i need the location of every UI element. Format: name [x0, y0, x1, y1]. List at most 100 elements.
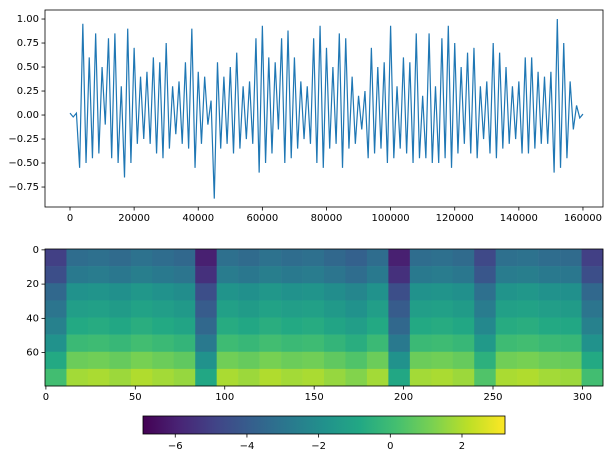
heatmap-cell [173, 249, 196, 267]
heatmap-cell [474, 266, 496, 284]
heatmap-cell [560, 283, 582, 301]
heatmap-cell [152, 351, 175, 370]
heatmap-cell [302, 283, 325, 301]
x-tick-label: 160000 [564, 213, 602, 224]
y-tick-label: 0.25 [17, 86, 39, 97]
heatmap-cell [345, 334, 368, 353]
heatmap-cell [87, 334, 110, 353]
heatmap-cell [195, 351, 217, 370]
heatmap-cell [324, 368, 346, 387]
heatmap-cell [66, 283, 89, 301]
heatmap-cell [130, 283, 153, 301]
heatmap-cell [452, 283, 475, 301]
y-tick-label: 0 [33, 245, 39, 256]
x-tick-label: 150 [305, 392, 324, 403]
heatmap-cell [87, 249, 110, 267]
heatmap-cell [152, 334, 175, 353]
heatmap-cell [281, 317, 303, 335]
heatmap-cell [409, 368, 432, 387]
heatmap-cell [152, 283, 175, 301]
heatmap-cell [45, 300, 67, 318]
heatmap-cell [259, 334, 282, 353]
heatmap-cell [474, 368, 496, 387]
heatmap-cell [560, 300, 582, 318]
heatmap-cell [259, 266, 282, 284]
heatmap-cell [324, 351, 346, 370]
heatmap-cell [130, 300, 153, 318]
y-tick-label: 0.75 [17, 38, 39, 49]
heatmap-cell [345, 300, 368, 318]
heatmap-cell [345, 351, 368, 370]
heatmap-cell [366, 368, 389, 387]
heatmap-cell [581, 283, 604, 301]
heatmap-cell [259, 283, 282, 301]
heatmap-cell [195, 317, 217, 335]
heatmap-cell [130, 317, 153, 335]
heatmap-cell [302, 249, 325, 267]
heatmap-cell [173, 300, 196, 318]
heatmap-cell [281, 368, 303, 387]
heatmap-cell [538, 249, 561, 267]
x-tick-label: 20000 [118, 213, 150, 224]
heatmap-cell [560, 249, 582, 267]
heatmap-cell [409, 317, 432, 335]
heatmap-cell [517, 317, 539, 335]
heatmap-cell [238, 266, 260, 284]
heatmap-cell [324, 283, 346, 301]
heatmap-cell [238, 300, 260, 318]
heatmap-cell [173, 368, 196, 387]
heatmap-cell [452, 351, 475, 370]
heatmap-cell [431, 300, 454, 318]
heatmap-cell [130, 249, 153, 267]
heatmap-cell [431, 266, 454, 284]
heatmap-cell [302, 334, 325, 353]
heatmap-cell [431, 334, 454, 353]
heatmap-cell [302, 300, 325, 318]
heatmap-cell [366, 283, 389, 301]
x-tick-label: 140000 [500, 213, 538, 224]
x-tick-label: 60000 [246, 213, 278, 224]
heatmap-cell [324, 249, 346, 267]
heatmap-cell [388, 368, 411, 387]
heatmap-cell [109, 317, 132, 335]
heatmap-cell [388, 317, 411, 335]
heatmap-cell [538, 266, 561, 284]
heatmap-cell [216, 317, 239, 335]
colorbar-tick-label: −6 [168, 441, 183, 452]
heatmap-cell [66, 249, 89, 267]
heatmap-cell [45, 334, 67, 353]
heatmap-cell [560, 317, 582, 335]
heatmap-cell [517, 283, 539, 301]
heatmap-cell [495, 300, 518, 318]
heatmap-cell [216, 300, 239, 318]
x-tick-label: 50 [129, 392, 142, 403]
heatmap-cell [452, 317, 475, 335]
heatmap-cell [388, 266, 411, 284]
heatmap-cell [581, 368, 604, 387]
heatmap-cell [173, 266, 196, 284]
heatmap-cell [474, 317, 496, 335]
heatmap-cell [517, 368, 539, 387]
heatmap-cell [130, 368, 153, 387]
heatmap-cell [195, 334, 217, 353]
heatmap-cell [238, 334, 260, 353]
y-tick-label: −0.75 [8, 182, 39, 193]
heatmap-cell [538, 334, 561, 353]
axes-frame [44, 9, 604, 208]
heatmap-cell [238, 283, 260, 301]
heatmap-cell [87, 351, 110, 370]
heatmap-cell [259, 317, 282, 335]
colorbar [142, 415, 506, 435]
heatmap-cell [581, 266, 604, 284]
heatmap-cell [324, 300, 346, 318]
heatmap-cell [195, 283, 217, 301]
colorbar-tick-label: 2 [459, 441, 465, 452]
heatmap-cell [152, 249, 175, 267]
heatmap-cell [87, 300, 110, 318]
heatmap-cell [195, 368, 217, 387]
heatmap-cell [195, 300, 217, 318]
heatmap-cell [130, 351, 153, 370]
heatmap-cell [409, 249, 432, 267]
heatmap-cell [216, 334, 239, 353]
heatmap-cell [560, 368, 582, 387]
